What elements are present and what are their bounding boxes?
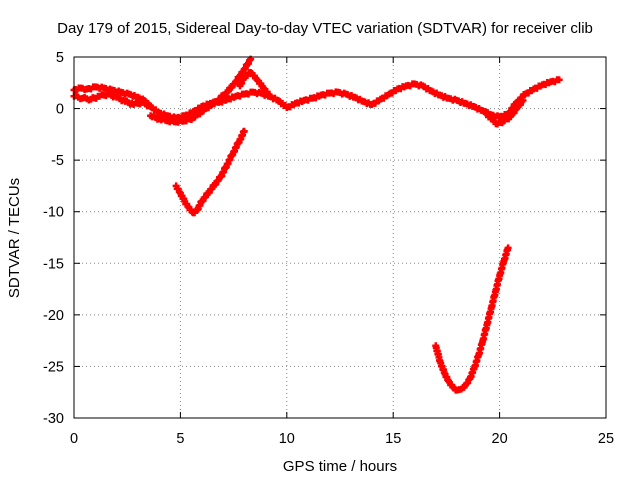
plot-frame xyxy=(73,56,607,419)
chart-title: Day 179 of 2015, Sidereal Day-to-day VTE… xyxy=(57,20,593,37)
data-series xyxy=(236,68,274,100)
y-tick-label: 5 xyxy=(56,50,64,66)
data-point xyxy=(519,96,527,104)
data-point xyxy=(266,92,274,100)
data-point xyxy=(240,127,248,135)
x-tick-label: 15 xyxy=(385,431,401,447)
y-tick-labels: 5 0 -5 -10 -15 -20 -25 -30 xyxy=(43,50,64,427)
y-tick-label: 0 xyxy=(56,102,64,118)
x-tick-label: 10 xyxy=(279,431,295,447)
y-tick-label: -30 xyxy=(43,411,64,427)
y-axis-label: SDTVAR / TECUs xyxy=(6,178,23,298)
data-point xyxy=(555,76,563,84)
x-tick-label: 0 xyxy=(70,431,78,447)
data-series xyxy=(70,90,155,111)
data-series xyxy=(172,127,248,217)
y-tick-label: -10 xyxy=(43,205,64,221)
x-tick-label: 5 xyxy=(176,431,184,447)
y-tick-label: -20 xyxy=(43,308,64,324)
x-tick-labels: 0 5 10 15 20 25 xyxy=(70,431,614,447)
y-tick-label: -15 xyxy=(43,256,64,272)
data-series xyxy=(481,96,527,128)
x-tick-label: 25 xyxy=(598,431,614,447)
data-points xyxy=(70,55,563,394)
data-series xyxy=(147,55,255,126)
x-axis-label: GPS time / hours xyxy=(283,458,397,475)
data-point xyxy=(504,244,512,252)
x-tick-label: 20 xyxy=(492,431,508,447)
data-series xyxy=(432,244,512,394)
y-tick-label: -5 xyxy=(51,153,64,169)
y-tick-label: -25 xyxy=(43,359,64,375)
data-point xyxy=(147,103,155,111)
